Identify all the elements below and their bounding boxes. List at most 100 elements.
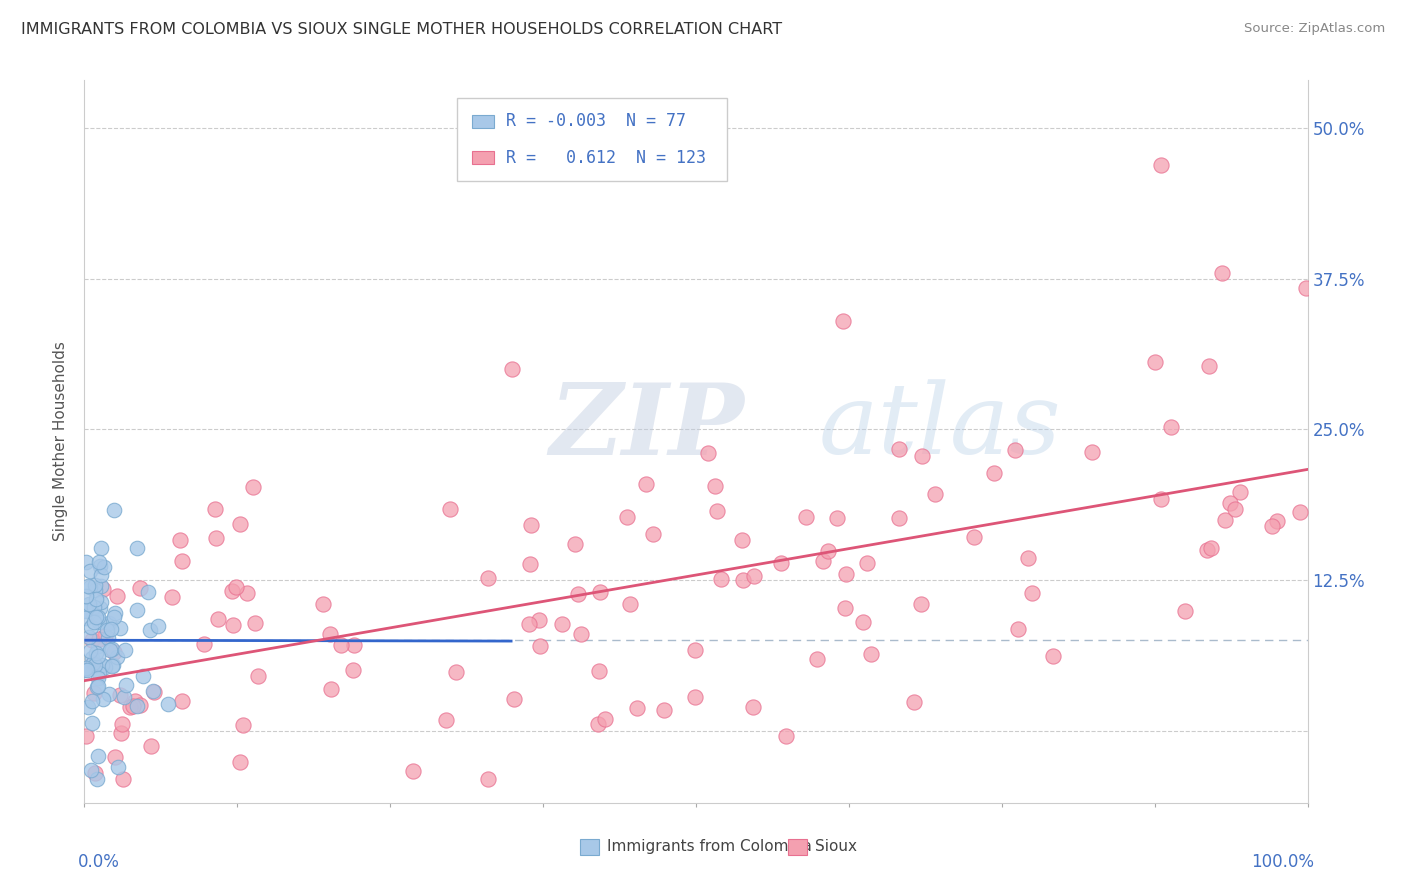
FancyBboxPatch shape	[472, 115, 494, 128]
Point	[129, 581, 152, 595]
Point	[1289, 505, 1312, 519]
Point	[80, 763, 103, 777]
Point	[1174, 604, 1197, 618]
Point	[96, 623, 118, 637]
Point	[205, 531, 228, 545]
Point	[696, 446, 718, 460]
Text: 0.0%: 0.0%	[79, 854, 120, 871]
Point	[91, 691, 114, 706]
Point	[89, 600, 111, 615]
Point	[110, 726, 132, 740]
Point	[1229, 484, 1251, 499]
Point	[246, 669, 269, 683]
Point	[160, 590, 183, 604]
Point	[706, 504, 728, 518]
Point	[835, 566, 858, 581]
Point	[83, 615, 105, 629]
Point	[79, 644, 101, 658]
Point	[1199, 541, 1222, 555]
Point	[79, 564, 101, 578]
Point	[87, 555, 110, 569]
Point	[636, 477, 658, 491]
Point	[86, 639, 108, 653]
Point	[104, 606, 127, 620]
Point	[887, 511, 910, 525]
Point	[685, 690, 707, 704]
Point	[1211, 266, 1233, 280]
Point	[83, 658, 105, 673]
Point	[97, 687, 120, 701]
Point	[75, 604, 97, 618]
Point	[434, 713, 457, 727]
Point	[124, 693, 146, 707]
Point	[229, 756, 252, 770]
FancyBboxPatch shape	[457, 98, 727, 181]
FancyBboxPatch shape	[787, 838, 807, 855]
Point	[86, 772, 108, 786]
Point	[769, 557, 792, 571]
Point	[704, 479, 727, 493]
Point	[439, 502, 461, 516]
Point	[114, 642, 136, 657]
Point	[75, 603, 97, 617]
Point	[82, 693, 104, 707]
Text: R =   0.612  N = 123: R = 0.612 N = 123	[506, 149, 706, 167]
Point	[98, 616, 121, 631]
Point	[86, 610, 108, 624]
Text: R = -0.003  N = 77: R = -0.003 N = 77	[506, 112, 686, 130]
Point	[80, 632, 103, 647]
Point	[519, 557, 541, 571]
Point	[588, 664, 610, 678]
Point	[84, 646, 107, 660]
Point	[127, 603, 149, 617]
Point	[83, 577, 105, 591]
Point	[170, 694, 193, 708]
Point	[146, 619, 169, 633]
Point	[831, 314, 853, 328]
Point	[75, 555, 97, 569]
Point	[527, 613, 550, 627]
Point	[80, 651, 103, 665]
Point	[517, 617, 540, 632]
Point	[444, 665, 467, 680]
Point	[817, 544, 839, 558]
Point	[90, 567, 112, 582]
Point	[903, 695, 925, 709]
Point	[87, 648, 110, 663]
Point	[73, 611, 96, 625]
Point	[887, 442, 910, 456]
Point	[101, 658, 124, 673]
Point	[963, 530, 986, 544]
Point	[129, 698, 152, 712]
Point	[204, 502, 226, 516]
Point	[86, 609, 108, 624]
Point	[79, 580, 101, 594]
Point	[90, 541, 112, 556]
Point	[1295, 281, 1317, 295]
Point	[1150, 491, 1173, 506]
Point	[75, 729, 97, 743]
Point	[477, 772, 499, 786]
Point	[157, 697, 180, 711]
Point	[76, 660, 98, 674]
Point	[330, 638, 353, 652]
Point	[76, 700, 98, 714]
Text: atlas: atlas	[818, 379, 1062, 475]
Point	[859, 648, 882, 662]
Point	[108, 688, 131, 702]
Point	[82, 656, 104, 670]
Point	[89, 665, 111, 680]
Point	[825, 510, 848, 524]
Point	[75, 589, 97, 603]
Point	[90, 657, 112, 672]
Point	[741, 700, 763, 714]
Point	[235, 586, 257, 600]
Point	[73, 663, 96, 677]
Point	[103, 610, 125, 624]
Text: 100.0%: 100.0%	[1251, 854, 1313, 871]
Point	[731, 533, 754, 547]
Point	[82, 716, 104, 731]
Point	[76, 663, 98, 677]
Point	[520, 517, 543, 532]
Point	[84, 765, 107, 780]
